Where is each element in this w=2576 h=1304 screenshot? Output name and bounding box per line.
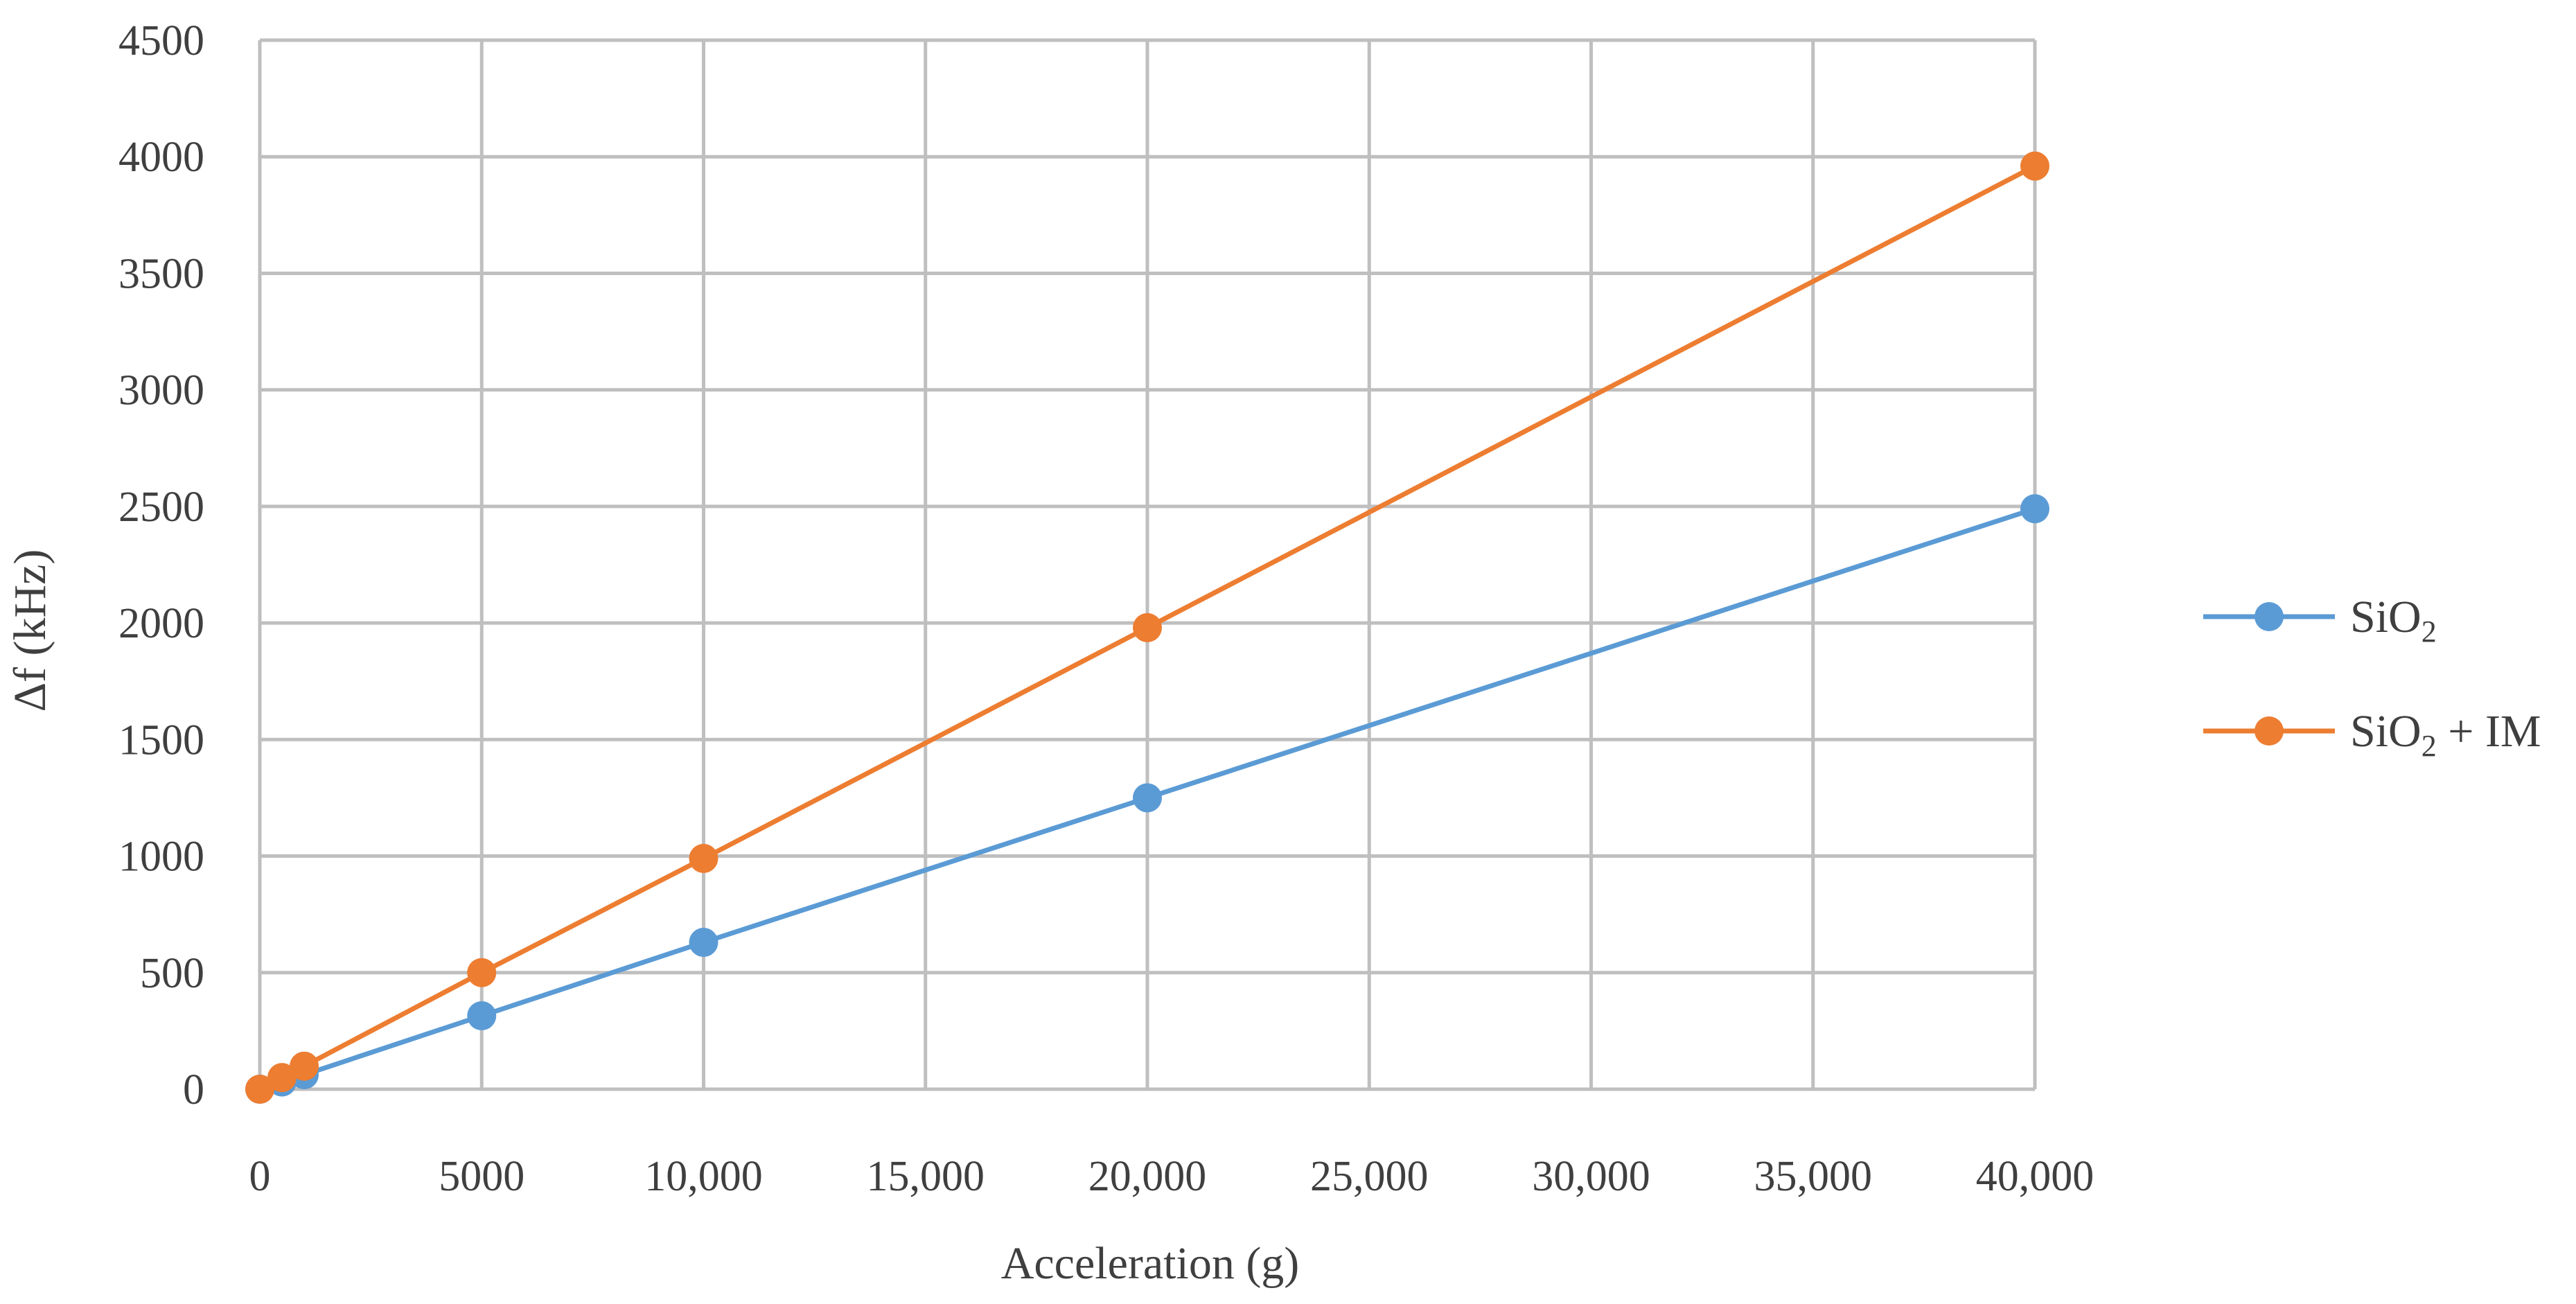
legend-marker [2255,716,2284,746]
x-tick-label: 15,000 [867,1153,985,1200]
data-point [467,958,497,987]
data-point [2020,494,2049,524]
gridlines [258,38,2037,1091]
y-axis-ticks: 0 500 1000 1500 2000 2500 3000 3500 4000 4500 [118,17,204,1113]
data-point [467,1001,497,1031]
x-tick-label: 5000 [439,1153,524,1200]
y-tick-label: 3500 [118,250,204,297]
data-point [245,1075,274,1104]
data-point [689,843,718,873]
x-tick-label: 10,000 [644,1153,763,1200]
x-axis-ticks: 0 5000 10,000 15,000 20,000 25,000 30,000 35,00… [249,1153,2094,1200]
y-axis-title: Δf (kHz) [5,549,55,712]
y-tick-label: 4000 [118,134,204,181]
legend-marker [2255,602,2284,631]
data-point [1133,613,1162,642]
y-tick-label: 3000 [118,367,204,414]
data-point [1133,783,1162,813]
series-layer [245,151,2049,1104]
y-tick-label: 1500 [118,716,204,764]
data-point [2020,151,2049,181]
legend-label: SiO2 [2350,592,2437,649]
y-tick-label: 4500 [118,17,204,64]
x-tick-label: 40,000 [1976,1153,2094,1200]
data-point [290,1051,319,1081]
y-tick-label: 0 [183,1066,204,1113]
x-tick-label: 20,000 [1088,1153,1207,1200]
y-tick-label: 2000 [118,600,204,647]
legend: SiO2 SiO2 + IM [2203,592,2541,763]
data-point [689,928,718,958]
data-point [267,1063,297,1093]
x-tick-label: 25,000 [1310,1153,1429,1200]
y-tick-label: 2500 [118,484,204,531]
x-axis-title: Acceleration (g) [1001,1238,1300,1289]
y-tick-label: 1000 [118,834,204,881]
x-tick-label: 0 [249,1153,271,1200]
x-tick-label: 30,000 [1532,1153,1650,1200]
x-tick-label: 35,000 [1754,1153,1873,1200]
legend-label: SiO2 + IM [2350,706,2541,763]
y-tick-label: 500 [140,950,204,997]
